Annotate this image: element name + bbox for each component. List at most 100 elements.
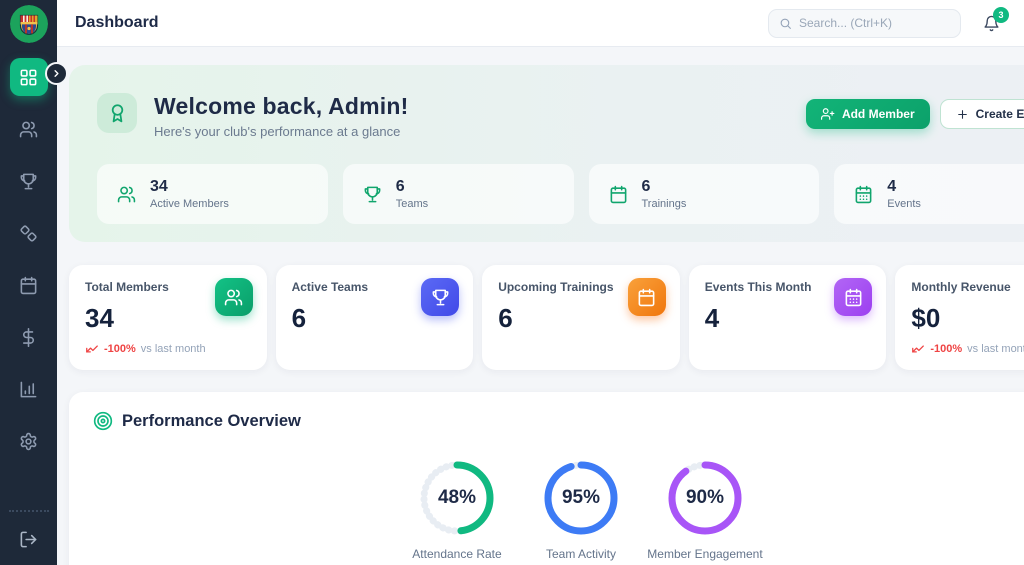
calendar-days-icon-tile: [834, 278, 873, 316]
users-icon-tile: [214, 278, 253, 316]
banner-stat-trainings: 6 Trainings: [588, 164, 820, 224]
calendar-days-icon: [855, 185, 872, 203]
sidebar-item-members[interactable]: [10, 110, 48, 148]
calendar-icon: [638, 288, 655, 306]
gauge-team-activity: 95% Team Activity: [521, 458, 641, 561]
card-label: Upcoming Trainings: [498, 280, 614, 294]
banner-stats: 34 Active Members 6 Teams 6 Trainings: [97, 164, 1024, 224]
performance-overview-card: Performance Overview 48% Attendance Rate: [69, 392, 1024, 565]
sidebar-item-reports[interactable]: [10, 370, 48, 408]
trophy-icon: [20, 173, 37, 189]
trend-value: -100%: [104, 343, 136, 355]
bar-chart-icon: [20, 381, 37, 397]
notifications-button[interactable]: 3: [983, 6, 1009, 32]
card-label: Total Members: [85, 280, 169, 294]
banner-stat-active-members: 34 Active Members: [97, 164, 328, 224]
card-label: Active Teams: [291, 280, 369, 294]
card-label: Events This Month: [704, 280, 812, 294]
gauge-value: 90%: [685, 487, 725, 508]
calendar-days-icon: [845, 288, 862, 306]
donut-chart: [668, 461, 742, 535]
donut-chart: [544, 461, 618, 535]
gauge-label: Team Activity: [545, 547, 617, 561]
award-icon: [111, 103, 123, 122]
sidebar-item-trainings[interactable]: [10, 214, 48, 252]
users-icon: [224, 289, 243, 305]
app-logo[interactable]: [0, 0, 57, 47]
target-icon: [93, 411, 113, 431]
card-value: 6: [291, 303, 307, 333]
donut-chart: [420, 461, 494, 535]
trophy-icon: [432, 289, 449, 305]
stat-label: Active Members: [150, 197, 229, 210]
stat-label: Trainings: [641, 197, 687, 210]
logout-icon: [20, 531, 37, 548]
calendar-icon: [20, 276, 37, 294]
gauge-value: 95%: [561, 487, 601, 508]
users-icon: [19, 121, 38, 137]
stat-cards-row: Total Members 34 -100% vs last month Act…: [69, 265, 1024, 370]
calendar-icon-tile: [627, 278, 666, 316]
create-event-label: Create Event: [975, 107, 1024, 121]
sidebar-divider: [8, 510, 49, 512]
stat-value: 6: [395, 178, 405, 196]
trending-down-icon: [912, 345, 925, 353]
trophy-icon-tile: [421, 278, 460, 316]
trend-suffix: vs last month: [140, 343, 206, 355]
sidebar-item-dashboard[interactable]: [9, 58, 48, 96]
welcome-title: Welcome back, Admin!: [154, 93, 409, 119]
sidebar-collapse-toggle[interactable]: [45, 62, 68, 85]
gauge-label: Attendance Rate: [412, 547, 502, 561]
notification-badge: 3: [993, 6, 1009, 23]
shapes-icon: [20, 224, 37, 242]
card-monthly-revenue[interactable]: Monthly Revenue $0 -100% vs last month: [895, 265, 1024, 370]
performance-title: Performance Overview: [122, 411, 301, 430]
sidebar-footer: [0, 510, 57, 565]
topbar: Dashboard 3: [57, 0, 1024, 47]
card-value: 6: [498, 303, 513, 333]
gauge-member-engagement: 90% Member Engagement: [645, 458, 765, 561]
sidebar-item-teams[interactable]: [10, 162, 48, 200]
logout-button[interactable]: [11, 522, 46, 557]
users-icon: [117, 186, 136, 202]
card-events-this-month[interactable]: Events This Month 4: [688, 265, 887, 370]
card-active-teams[interactable]: Active Teams 6: [275, 265, 474, 370]
add-member-label: Add Member: [841, 107, 915, 121]
sidebar-item-finance[interactable]: [10, 318, 48, 356]
trend-value: -100%: [930, 343, 963, 355]
trending-down-icon: [86, 345, 98, 353]
stat-label: Events: [887, 197, 921, 210]
card-value: $0: [911, 303, 941, 333]
banner-stat-teams: 6 Teams: [342, 164, 574, 224]
stat-value: 6: [641, 178, 651, 196]
stat-value: 34: [150, 178, 168, 196]
stat-label: Teams: [395, 197, 429, 210]
trophy-icon: [364, 186, 381, 202]
search-box[interactable]: [768, 8, 961, 38]
card-label: Monthly Revenue: [911, 280, 1011, 294]
gauge-label: Member Engagement: [647, 547, 763, 561]
dollar-icon: [22, 327, 34, 347]
card-value: 34: [85, 303, 114, 333]
card-value: 4: [704, 303, 720, 333]
user-plus-icon: [820, 108, 835, 120]
calendar-icon: [610, 185, 626, 203]
award-icon-tile: [97, 93, 137, 133]
sidebar-item-calendar[interactable]: [10, 266, 48, 304]
gauges-row: 48% Attendance Rate 95% Team Activity: [93, 458, 1024, 561]
bell-icon: [984, 15, 999, 31]
trend-suffix: vs last month: [967, 343, 1024, 355]
chevron-right-icon: [54, 70, 59, 77]
search-input[interactable]: [799, 16, 939, 30]
sidebar: [0, 0, 57, 565]
club-crest-logo: [9, 4, 48, 43]
add-member-button[interactable]: Add Member: [805, 99, 930, 129]
plus-icon: [957, 109, 967, 119]
banner-stat-events: 4 Events: [834, 164, 1024, 224]
sidebar-item-settings[interactable]: [10, 422, 48, 460]
card-total-members[interactable]: Total Members 34 -100% vs last month: [69, 265, 267, 370]
search-icon: [780, 18, 791, 29]
gauge-value: 48%: [437, 487, 477, 508]
card-upcoming-trainings[interactable]: Upcoming Trainings 6: [482, 265, 680, 370]
create-event-button[interactable]: Create Event: [939, 99, 1024, 129]
